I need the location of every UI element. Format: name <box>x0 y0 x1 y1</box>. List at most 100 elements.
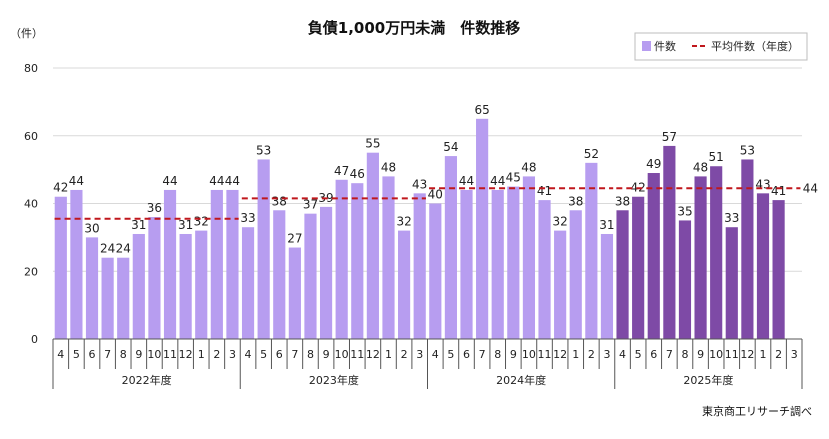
data-label: 46 <box>350 167 365 181</box>
bar <box>148 217 161 339</box>
bar <box>85 237 99 339</box>
x-tick-label: 9 <box>323 348 330 361</box>
x-tick-label: 11 <box>538 348 552 361</box>
bar <box>460 189 473 339</box>
bar <box>101 257 114 339</box>
fiscal-year-label: 2023年度 <box>309 373 359 387</box>
data-label: 42 <box>53 181 68 195</box>
data-label: 44 <box>69 174 84 188</box>
bar <box>663 145 676 339</box>
data-label: 43 <box>412 177 427 191</box>
bar <box>366 152 379 339</box>
chart-title: 負債1,000万円未満 件数推移 <box>308 19 520 37</box>
x-tick-label: 11 <box>350 348 364 361</box>
bar <box>179 233 192 339</box>
bar <box>522 176 536 339</box>
bar <box>117 257 130 339</box>
data-label: 51 <box>709 150 724 164</box>
data-label: 44 <box>225 174 240 188</box>
bar <box>54 196 67 339</box>
x-tick-label: 5 <box>260 348 267 361</box>
data-label: 32 <box>552 215 567 229</box>
x-tick-label: 6 <box>89 348 96 361</box>
bar <box>678 220 692 339</box>
x-tick-label: 12 <box>553 348 567 361</box>
bar <box>304 213 317 339</box>
x-tick-label: 11 <box>163 348 177 361</box>
data-label: 44 <box>162 174 177 188</box>
data-label: 24 <box>116 242 131 256</box>
x-tick-label: 7 <box>291 348 298 361</box>
bar <box>507 186 520 339</box>
x-tick-label: 6 <box>276 348 283 361</box>
x-tick-label: 10 <box>335 348 349 361</box>
bar <box>351 183 364 339</box>
bar <box>600 233 614 339</box>
x-tick-label: 12 <box>740 348 754 361</box>
data-label: 54 <box>443 140 458 154</box>
x-tick-label: 2 <box>775 348 782 361</box>
legend-box <box>634 32 808 61</box>
data-label: 53 <box>740 143 755 157</box>
x-tick-label: 4 <box>619 348 626 361</box>
data-label: 31 <box>599 218 614 232</box>
data-label: 44 <box>490 174 505 188</box>
x-tick-label: 10 <box>522 348 536 361</box>
bar <box>772 200 785 339</box>
x-tick-label: 9 <box>135 348 142 361</box>
x-tick-label: 3 <box>603 348 610 361</box>
bar <box>616 210 629 339</box>
bar <box>741 159 754 339</box>
x-tick-label: 12 <box>179 348 193 361</box>
grid-lines <box>53 67 802 272</box>
bar <box>756 193 770 339</box>
bar <box>413 193 426 339</box>
data-label: 44 <box>209 174 224 188</box>
data-label: 38 <box>615 194 630 208</box>
bar <box>585 162 598 339</box>
legend-line-label: 平均件数（年度） <box>711 39 799 53</box>
x-tick-label: 9 <box>510 348 517 361</box>
bar <box>429 203 442 339</box>
data-label: 41 <box>771 184 786 198</box>
data-label: 45 <box>506 171 521 185</box>
x-tick-label: 7 <box>479 348 486 361</box>
average-lines: 44 <box>54 181 818 220</box>
data-label: 36 <box>147 201 162 215</box>
bar <box>226 189 239 339</box>
bar <box>569 210 582 339</box>
y-tick-label: 0 <box>31 333 38 346</box>
bar <box>694 176 707 339</box>
fiscal-year-label: 2024年度 <box>496 373 546 387</box>
x-tick-label: 4 <box>57 348 64 361</box>
x-tick-label: 8 <box>120 348 127 361</box>
x-tick-label: 2 <box>401 348 408 361</box>
bar <box>70 189 83 339</box>
legend-bar-label: 件数 <box>654 40 676 53</box>
data-label: 40 <box>428 188 443 202</box>
data-label: 37 <box>303 198 318 212</box>
x-tick-label: 9 <box>697 348 704 361</box>
x-tick-label: 5 <box>73 348 80 361</box>
x-tick-label: 11 <box>725 348 739 361</box>
x-tick-label: 8 <box>494 348 501 361</box>
data-label: 41 <box>537 184 552 198</box>
x-tick-label: 4 <box>245 348 252 361</box>
data-label: 48 <box>521 160 536 174</box>
bar <box>241 227 255 339</box>
y-tick-label: 80 <box>24 62 38 75</box>
bar <box>319 206 333 339</box>
data-label: 48 <box>693 160 708 174</box>
bar <box>647 173 660 339</box>
x-tick-label: 10 <box>147 348 161 361</box>
x-tick-label: 3 <box>791 348 798 361</box>
bar <box>632 196 645 339</box>
x-tick-label: 8 <box>307 348 314 361</box>
legend: 件数 平均件数（年度） <box>634 32 808 61</box>
bar <box>163 189 177 339</box>
legend-bar-swatch <box>642 41 651 51</box>
y-axis-label: （件） <box>10 27 43 40</box>
bar <box>710 166 723 339</box>
bar <box>257 159 270 339</box>
